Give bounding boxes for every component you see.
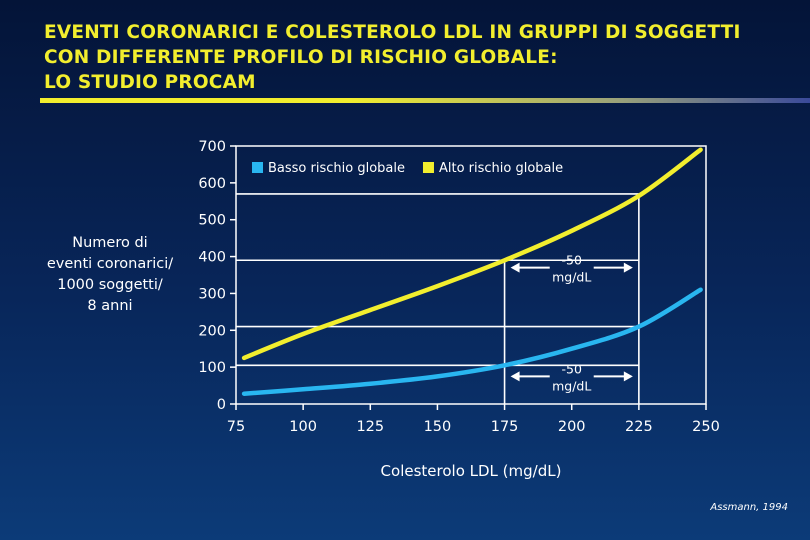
title-line-3: LO STUDIO PROCAM: [44, 72, 256, 93]
slide-title: EVENTI CORONARICI E COLESTEROLO LDL IN G…: [44, 20, 784, 95]
y-tick-label-7: 700: [198, 139, 226, 155]
source-citation: Assmann, 1994: [710, 502, 788, 513]
x-tick-label-5: 200: [558, 419, 586, 435]
legend-label-1: Alto rischio globale: [439, 161, 563, 176]
x-tick-label-6: 225: [625, 419, 653, 435]
x-tick-label-0: 75: [227, 419, 245, 435]
y-tick-label-6: 600: [198, 176, 226, 192]
legend-label-0: Basso rischio globale: [268, 161, 405, 176]
annotation-unit-0: mg/dL: [552, 270, 591, 285]
annotation-arrowhead-right-0: [623, 262, 633, 273]
x-tick-label-1: 100: [289, 419, 317, 435]
y-axis-label: Numero di eventi coronarici/ 1000 sogget…: [46, 235, 174, 314]
annotation-unit-1: mg/dL: [552, 378, 591, 393]
title-line-1: EVENTI CORONARICI E COLESTEROLO LDL IN G…: [44, 22, 741, 43]
annotation-arrowhead-left-0: [510, 262, 520, 273]
x-tick-label-2: 125: [356, 419, 384, 435]
annotation-arrowhead-left-1: [510, 371, 520, 382]
legend-swatch-0: [252, 162, 263, 173]
series-line-1: [241, 147, 703, 361]
x-tick-label-4: 175: [491, 419, 519, 435]
x-axis-label: Colesterolo LDL (mg/dL): [381, 462, 562, 480]
title-line-2: CON DIFFERENTE PROFILO DI RISCHIO GLOBAL…: [44, 47, 558, 68]
y-tick-label-0: 0: [217, 397, 226, 413]
series-line-0: [241, 287, 703, 396]
y-tick-label-3: 300: [198, 286, 226, 302]
annotation-value-0: -50: [562, 253, 582, 268]
annotation-arrowhead-right-1: [623, 371, 633, 382]
plot-frame: [235, 145, 707, 405]
y-tick-label-5: 500: [198, 213, 226, 229]
legend-swatch-1: [422, 162, 434, 173]
title-underline: [40, 98, 810, 103]
y-tick-label-4: 400: [198, 250, 226, 266]
x-tick-label-7: 250: [692, 419, 720, 435]
y-tick-label-1: 100: [198, 360, 226, 376]
y-tick-label-2: 200: [198, 323, 226, 339]
x-tick-label-3: 150: [424, 419, 452, 435]
annotation-value-1: -50: [562, 361, 582, 376]
